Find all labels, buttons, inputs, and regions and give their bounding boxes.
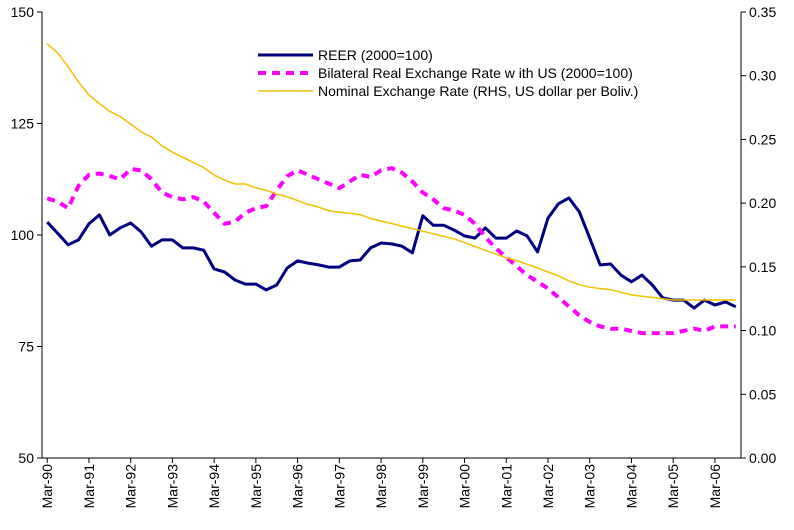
- y-tick-label: 100: [11, 227, 35, 243]
- x-tick-label: Mar-06: [707, 464, 723, 509]
- x-tick-label: Mar-91: [81, 464, 97, 509]
- x-tick-label: Mar-04: [623, 464, 639, 509]
- series-line: [46, 166, 736, 336]
- x-tick-label: Mar-92: [123, 464, 139, 509]
- x-tick-label: Mar-05: [665, 464, 681, 509]
- x-tick-label: Mar-00: [457, 464, 473, 509]
- y2-tick-label: 0.15: [749, 259, 776, 275]
- y-tick-label: 150: [11, 4, 35, 20]
- x-tick-label: Mar-96: [290, 464, 306, 509]
- series-line: [46, 43, 736, 301]
- y2-tick-label: 0.10: [749, 323, 776, 339]
- y-tick-label: 50: [18, 450, 34, 466]
- x-tick-label: Mar-02: [540, 464, 556, 509]
- x-tick-label: Mar-99: [415, 464, 431, 509]
- legend-label: REER (2000=100): [318, 47, 433, 63]
- x-tick-label: Mar-03: [582, 464, 598, 509]
- legend-label: Bilateral Real Exchange Rate w ith US (2…: [318, 65, 633, 81]
- x-tick-label: Mar-93: [164, 464, 180, 509]
- x-tick-label: Mar-01: [498, 464, 514, 509]
- x-tick-label: Mar-97: [331, 464, 347, 509]
- x-tick-label: Mar-94: [206, 464, 222, 509]
- y2-tick-label: 0.00: [749, 450, 776, 466]
- y2-tick-label: 0.25: [749, 131, 776, 147]
- y2-tick-label: 0.20: [749, 195, 776, 211]
- y2-tick-label: 0.30: [749, 68, 776, 84]
- y2-tick-label: 0.35: [749, 4, 776, 20]
- x-tick-label: Mar-90: [39, 464, 55, 509]
- series-line: [46, 196, 737, 310]
- x-tick-label: Mar-98: [373, 464, 389, 509]
- y-tick-label: 125: [11, 116, 35, 132]
- y2-tick-label: 0.05: [749, 386, 776, 402]
- y-tick-label: 75: [18, 339, 34, 355]
- x-tick-label: Mar-95: [248, 464, 264, 509]
- legend-label: Nominal Exchange Rate (RHS, US dollar pe…: [318, 83, 638, 99]
